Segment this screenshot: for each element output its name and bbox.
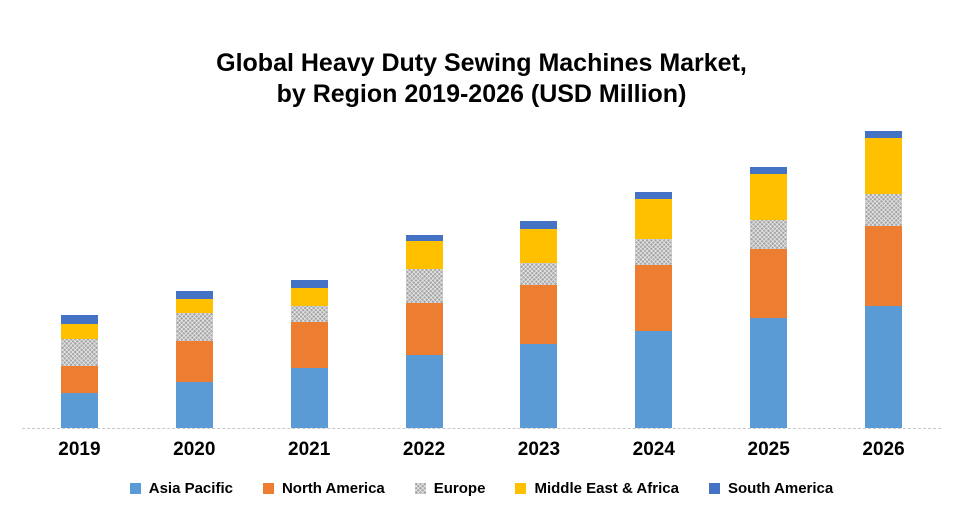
bar-segment-middle-east-and-africa-2025	[750, 174, 788, 220]
bar-segment-north-america-2022	[405, 303, 443, 355]
legend-label-middle-east-and-africa: Middle East & Africa	[534, 480, 679, 497]
chart-title-line1: Global Heavy Duty Sewing Machines Market…	[216, 49, 747, 77]
legend-item-south-america: South America	[708, 480, 834, 497]
bar-segment-asia-pacific-2024	[635, 331, 673, 428]
x-axis-label-2020: 2020	[173, 439, 216, 460]
bar-segment-south-america-2023	[520, 221, 558, 229]
bar-segment-asia-pacific-2025	[750, 318, 788, 428]
x-axis-label-2019: 2019	[58, 439, 101, 460]
bar-slot-2024	[596, 128, 711, 428]
bar-segment-asia-pacific-2021	[290, 368, 328, 428]
x-axis-label-2023: 2023	[517, 439, 561, 460]
bar-segment-middle-east-and-africa-2024	[635, 199, 673, 239]
bar-segment-europe-2022	[405, 269, 443, 303]
bar-segment-middle-east-and-africa-2026	[865, 138, 903, 194]
bar-segment-europe-2021	[290, 306, 328, 322]
bar-segment-south-america-2021	[290, 280, 328, 288]
bar-segment-middle-east-and-africa-2022	[405, 241, 443, 269]
bar-segment-middle-east-and-africa-2023	[520, 229, 558, 263]
bar-segment-north-america-2019	[60, 366, 98, 393]
legend-label-north-america: North America	[281, 480, 385, 497]
bar-segment-asia-pacific-2022	[405, 355, 443, 428]
bar-segment-middle-east-and-africa-2019	[60, 324, 98, 339]
chart-title-line2: by Region 2019-2026 (USD Million)	[276, 80, 687, 108]
bar-segment-europe-2020	[175, 313, 213, 341]
bar-segment-north-america-2024	[635, 265, 673, 331]
bar-segment-europe-2019	[60, 339, 98, 366]
legend-item-asia-pacific: Asia Pacific	[129, 480, 233, 497]
legend: Asia Pacific North America Europe Middle Ea…	[0, 480, 963, 497]
bar-segment-asia-pacific-2023	[520, 344, 558, 428]
bar-segment-north-america-2026	[865, 226, 903, 306]
bar-segment-europe-2025	[750, 220, 788, 249]
bar-slot-2026	[826, 128, 941, 428]
bar-slot-2023	[482, 128, 597, 428]
legend-swatch-europe	[414, 483, 426, 494]
bar-slot-2021	[252, 128, 367, 428]
x-axis-label-2022: 2022	[402, 439, 446, 460]
legend-item-europe: Europe	[414, 480, 486, 497]
legend-label-europe: Europe	[433, 480, 486, 497]
legend-label-south-america: South America	[727, 480, 834, 497]
bar-slot-2022	[367, 128, 482, 428]
legend-swatch-south-america	[708, 483, 720, 494]
bar-segment-asia-pacific-2019	[60, 393, 98, 428]
legend-swatch-middle-east-and-africa	[515, 483, 527, 494]
legend-swatch-north-america	[262, 483, 274, 494]
legend-swatch-asia-pacific	[129, 483, 141, 494]
x-axis-label-2021: 2021	[288, 439, 331, 460]
x-axis-labels: 2019 2020 2021 2022 2023 2024 2025 2026	[22, 439, 941, 461]
bar-segment-south-america-2026	[865, 131, 903, 138]
bar-segment-south-america-2022	[405, 235, 443, 241]
stacked-bar-2025	[750, 167, 788, 428]
bar-slot-2019	[22, 128, 137, 428]
x-axis-label-2026: 2026	[862, 439, 905, 460]
bar-segment-south-america-2020	[175, 291, 213, 299]
x-axis-label-2024: 2024	[632, 439, 675, 460]
chart-title: Global Heavy Duty Sewing Machines Market…	[0, 48, 963, 110]
bar-segment-middle-east-and-africa-2020	[175, 299, 213, 313]
bar-segment-middle-east-and-africa-2021	[290, 288, 328, 306]
stacked-bar-2026	[865, 131, 903, 428]
stacked-bar-2024	[635, 192, 673, 428]
bar-segment-north-america-2021	[290, 322, 328, 368]
legend-item-north-america: North America	[262, 480, 385, 497]
bar-segment-europe-2023	[520, 263, 558, 285]
legend-item-middle-east-and-africa: Middle East & Africa	[515, 480, 679, 497]
stacked-bar-2020	[175, 291, 213, 428]
bar-segment-north-america-2020	[175, 341, 213, 382]
bar-slot-2020	[137, 128, 252, 428]
bar-segment-asia-pacific-2026	[865, 306, 903, 428]
plot-area	[22, 128, 941, 429]
x-axis-label-2025: 2025	[747, 439, 790, 460]
stacked-bar-2022	[405, 235, 443, 428]
stacked-bar-2021	[290, 280, 328, 428]
bar-segment-south-america-2025	[750, 167, 788, 174]
bar-segment-asia-pacific-2020	[175, 382, 213, 428]
bar-segment-europe-2026	[865, 194, 903, 226]
bar-segment-europe-2024	[635, 239, 673, 265]
legend-label-asia-pacific: Asia Pacific	[148, 480, 233, 497]
stacked-bar-2023	[520, 221, 558, 428]
bar-segment-south-america-2024	[635, 192, 673, 199]
bar-segment-north-america-2025	[750, 249, 788, 318]
bar-segment-south-america-2019	[60, 315, 98, 324]
stacked-bar-2019	[60, 315, 98, 428]
bar-slot-2025	[711, 128, 826, 428]
bar-segment-north-america-2023	[520, 285, 558, 344]
